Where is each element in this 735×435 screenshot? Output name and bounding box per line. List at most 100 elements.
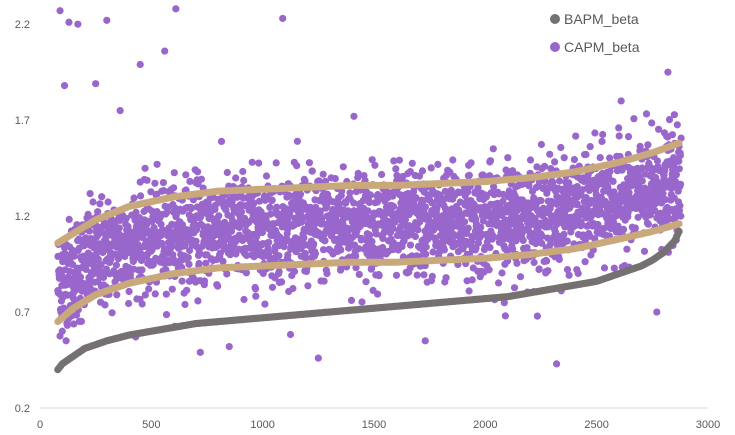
plot-area xyxy=(54,5,685,374)
capm-beta-point xyxy=(275,268,283,276)
y-tick-label: 1.2 xyxy=(15,211,30,223)
capm-beta-point xyxy=(355,270,363,278)
capm-beta-point xyxy=(555,255,563,263)
capm-beta-point xyxy=(418,167,427,175)
capm-beta-point xyxy=(178,277,186,285)
capm-beta-point xyxy=(92,80,100,88)
capm-beta-point xyxy=(668,131,677,139)
capm-beta-point xyxy=(162,290,170,298)
capm-beta-point xyxy=(308,167,316,175)
capm-beta-point xyxy=(187,204,195,213)
capm-beta-point xyxy=(676,151,685,160)
capm-beta-point xyxy=(300,234,308,242)
capm-beta-point xyxy=(150,224,158,232)
capm-beta-point xyxy=(455,206,463,214)
capm-beta-point xyxy=(316,207,324,215)
capm-beta-point xyxy=(615,132,623,140)
capm-beta-point xyxy=(125,287,133,296)
capm-beta-point xyxy=(161,47,169,55)
capm-beta-point xyxy=(422,250,430,258)
capm-beta-point xyxy=(183,286,191,294)
capm-beta-point xyxy=(285,192,293,200)
capm-beta-point xyxy=(252,292,260,300)
capm-beta-point xyxy=(248,158,256,166)
capm-beta-point xyxy=(227,227,236,235)
capm-beta-point xyxy=(434,160,442,168)
capm-beta-point xyxy=(323,269,331,278)
capm-beta-point xyxy=(449,156,457,164)
legend-label-capm: CAPM_beta xyxy=(564,39,640,55)
capm-beta-point xyxy=(541,162,549,170)
capm-beta-point xyxy=(358,298,366,306)
capm-beta-point xyxy=(350,112,358,120)
capm-beta-point xyxy=(275,252,283,260)
capm-beta-point xyxy=(519,236,527,244)
capm-beta-point xyxy=(675,157,683,165)
capm-beta-point xyxy=(279,14,287,23)
capm-beta-point xyxy=(181,240,189,248)
capm-beta-point xyxy=(638,177,646,185)
capm-beta-point xyxy=(77,317,85,325)
capm-beta-point xyxy=(184,254,192,262)
capm-beta-point xyxy=(513,259,521,267)
capm-beta-point xyxy=(293,137,301,145)
capm-beta-point xyxy=(664,215,672,224)
capm-beta-point xyxy=(498,269,506,277)
trend-line-lower xyxy=(54,220,683,326)
capm-beta-point xyxy=(544,234,552,242)
capm-beta-point xyxy=(121,252,129,260)
capm-beta-point xyxy=(130,194,138,202)
capm-beta-point xyxy=(615,124,623,132)
capm-beta-point xyxy=(600,264,609,272)
capm-beta-point xyxy=(94,255,102,263)
x-tick-label: 3000 xyxy=(696,419,720,431)
capm-beta-point xyxy=(198,222,207,230)
capm-beta-point xyxy=(112,261,120,269)
capm-beta-point xyxy=(107,255,115,263)
capm-beta-point xyxy=(570,156,579,164)
capm-beta-point xyxy=(429,248,437,256)
capm-beta-point xyxy=(194,297,202,305)
capm-beta-point xyxy=(659,190,667,198)
capm-beta-point xyxy=(414,226,422,234)
capm-beta-point xyxy=(290,267,299,275)
capm-beta-point xyxy=(538,239,546,247)
capm-beta-point xyxy=(468,276,476,284)
capm-beta-point xyxy=(141,291,149,299)
capm-beta-point xyxy=(76,273,85,281)
capm-beta-point xyxy=(465,171,473,179)
capm-beta-point xyxy=(331,175,339,183)
capm-beta-point xyxy=(239,167,247,176)
capm-beta-point xyxy=(141,164,149,172)
capm-beta-point xyxy=(555,177,564,185)
y-axis-ticks: 0.2 0.7 1.2 1.7 2.2 xyxy=(15,19,30,415)
capm-beta-point xyxy=(250,199,258,207)
legend-marker-capm xyxy=(550,42,560,52)
capm-beta-point xyxy=(486,244,494,252)
axes: 0 500 1000 1500 2000 2500 3000 0.2 0.7 1.2 1.7 2.2 xyxy=(15,19,721,431)
capm-beta-point xyxy=(148,246,156,254)
capm-beta-point xyxy=(552,360,561,368)
capm-beta-point xyxy=(137,192,145,200)
capm-beta-point xyxy=(115,224,123,232)
capm-beta-point xyxy=(352,252,360,260)
capm-beta-point xyxy=(151,179,159,187)
capm-beta-point xyxy=(61,249,69,257)
capm-beta-point xyxy=(581,258,589,266)
capm-beta-point xyxy=(265,238,273,246)
capm-beta-point xyxy=(259,253,267,261)
y-tick-label: 2.2 xyxy=(15,19,30,31)
capm-beta-point xyxy=(302,254,310,262)
capm-beta-point xyxy=(354,169,362,177)
capm-beta-point xyxy=(509,245,517,253)
capm-beta-point xyxy=(467,159,475,167)
capm-beta-point xyxy=(406,168,414,176)
capm-beta-point xyxy=(125,299,133,308)
capm-beta-point xyxy=(427,164,435,172)
capm-beta-point xyxy=(237,208,246,216)
capm-beta-point xyxy=(347,296,356,304)
capm-beta-point xyxy=(440,246,448,254)
capm-beta-point xyxy=(479,217,487,225)
capm-beta-point xyxy=(60,82,69,90)
capm-beta-point xyxy=(103,16,111,24)
